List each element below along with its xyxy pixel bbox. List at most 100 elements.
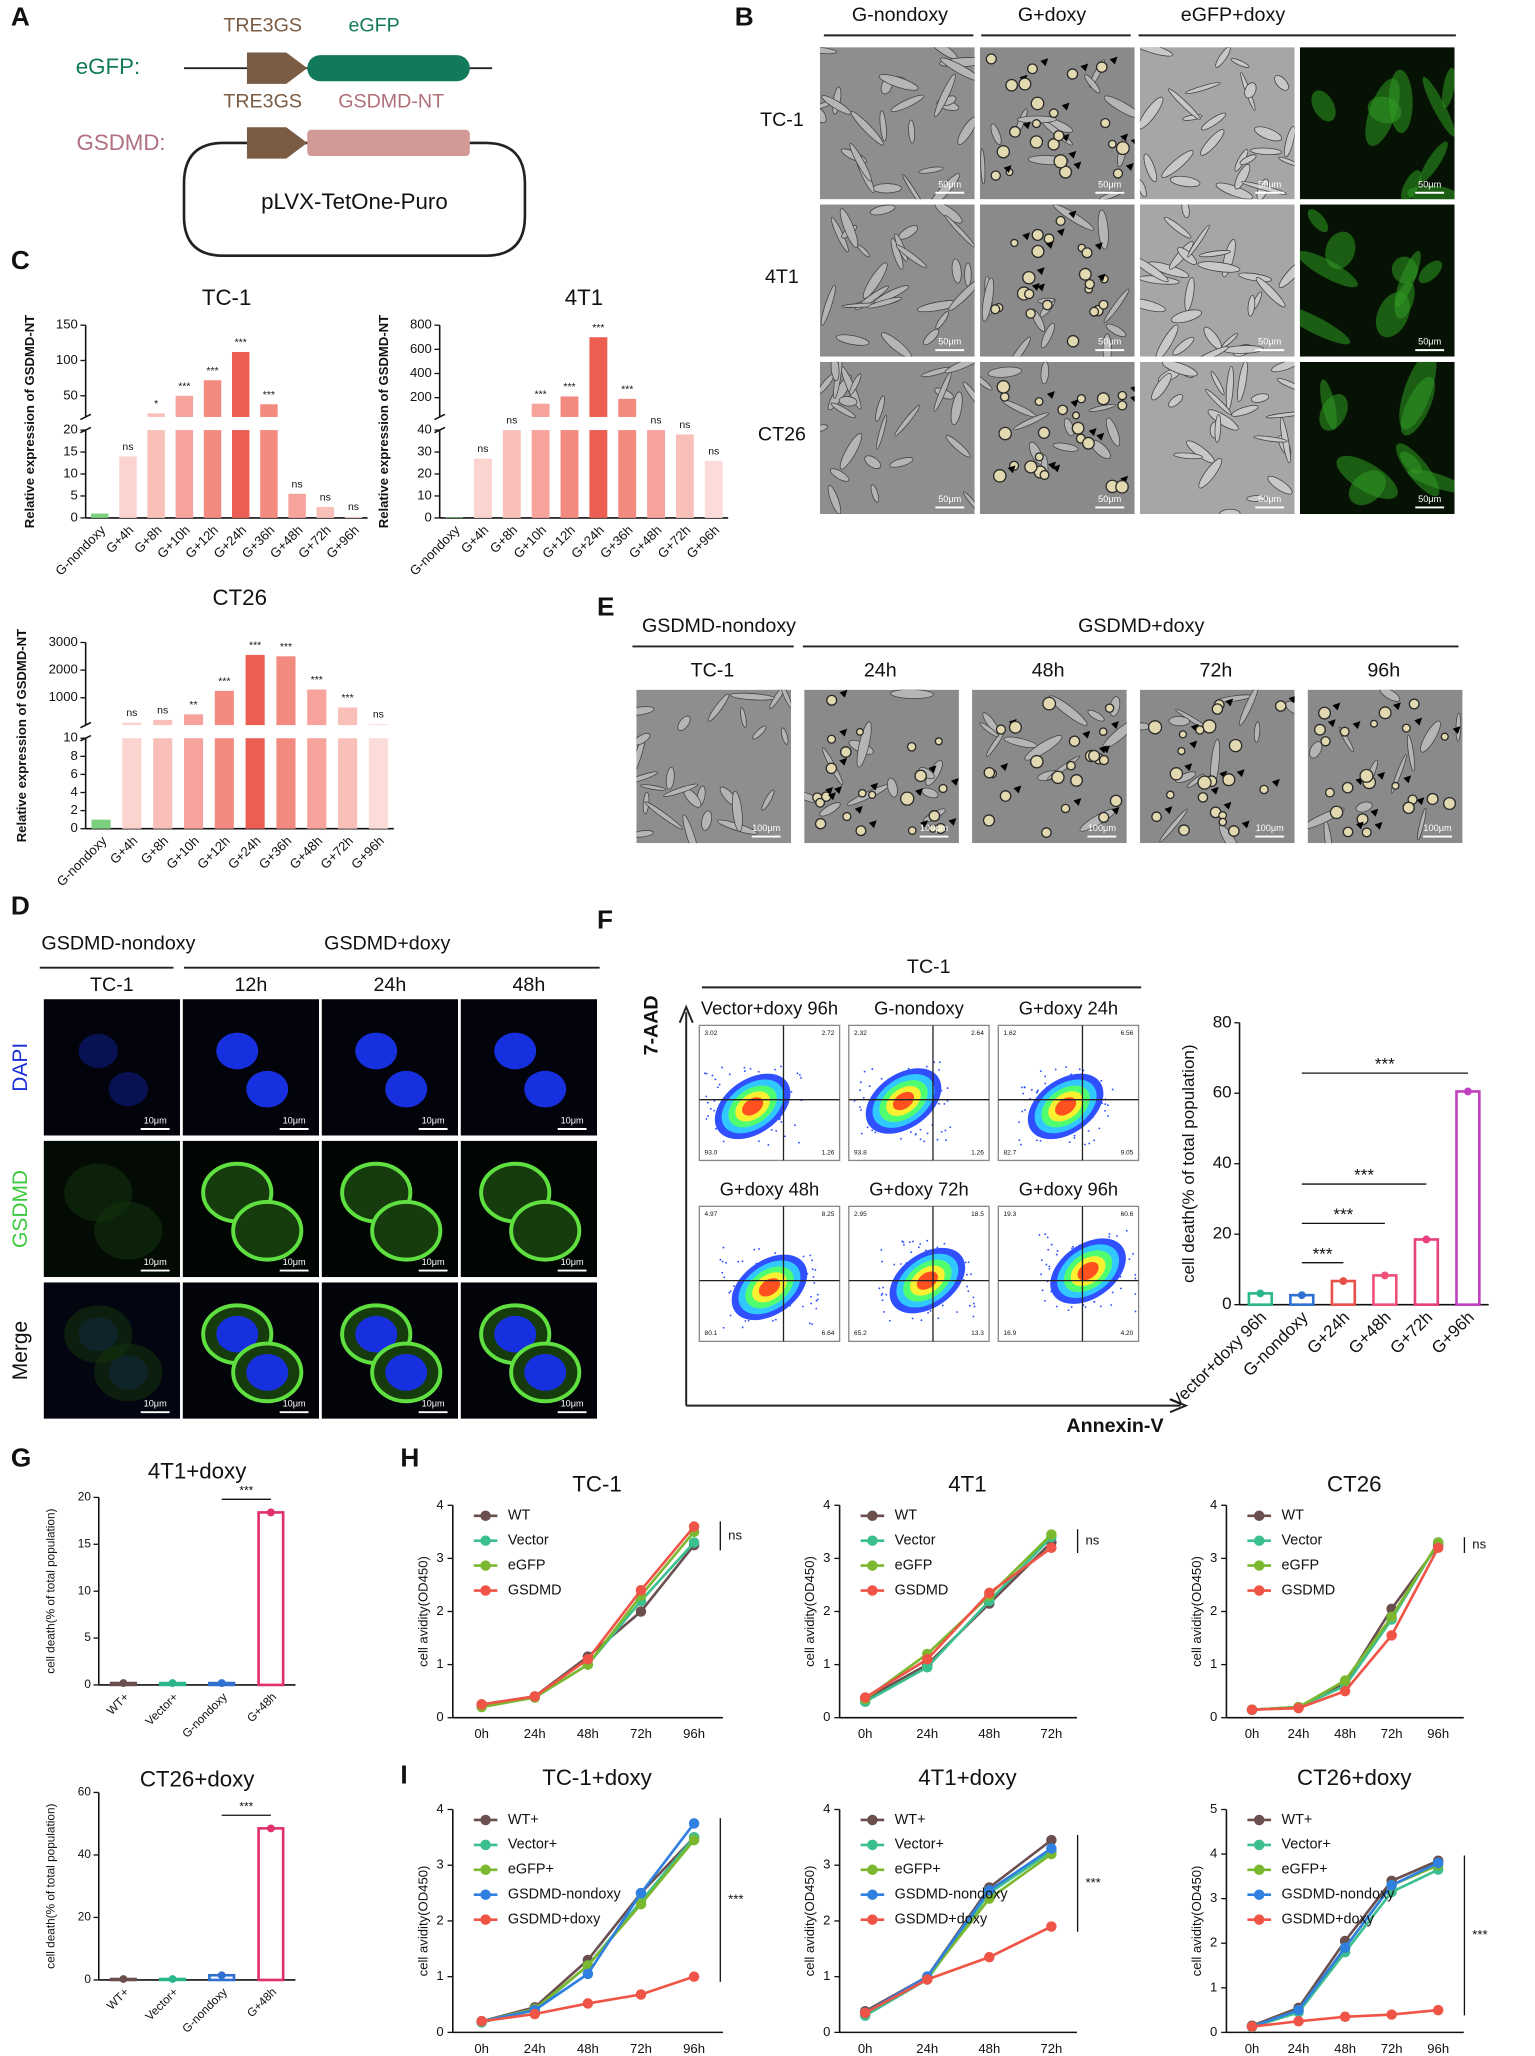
legend-marker [1253,1814,1265,1826]
scale-bar-label: 10μm [283,1399,306,1409]
x-tick-label: 48h [577,1726,599,1741]
legend-label: Vector [508,1533,549,1549]
point [635,1989,647,2000]
event [1035,1139,1038,1142]
cell [1407,734,1416,772]
round-cell [1178,730,1188,739]
y-tick-label: 20 [417,465,432,480]
bar [231,430,250,518]
point [688,1521,700,1532]
event [721,1260,724,1263]
event [747,1319,750,1322]
arrowhead [1393,702,1401,711]
legend-marker [480,1914,491,1925]
bar [647,430,665,518]
event [721,1271,724,1274]
round-cell [1030,96,1045,111]
legend-marker [480,1585,491,1596]
round-cell [1031,228,1044,242]
point [635,1606,647,1617]
round-cell [1070,774,1083,787]
plot-title: G+doxy 24h [1019,997,1118,1018]
round-cell [1342,826,1354,838]
bar [344,516,363,518]
cell [1210,370,1225,396]
significance: *** [263,390,275,401]
cell [1234,164,1251,190]
bar [260,404,278,417]
x-tick-label: G-nondoxy [52,522,108,578]
plot-title: G+doxy 96h [1019,1178,1118,1199]
event [968,1304,971,1307]
event [1073,1134,1076,1137]
scale-bar-label: 100μm [1088,823,1117,833]
cell [887,777,898,798]
cell [1215,47,1231,68]
event [737,1260,740,1263]
legend-label: Vector [1282,1533,1323,1549]
cell [940,57,975,82]
quadrant-value: 80.1 [705,1330,718,1337]
cell [1274,75,1289,91]
image-background [460,999,598,1136]
column-header: 24h [373,974,406,996]
round-cell [982,814,996,827]
bar [288,493,306,518]
round-cell [1222,773,1236,787]
column-header: 72h [1200,660,1233,682]
bar [203,380,222,417]
quadrant-value: 60.6 [1121,1211,1134,1218]
group-header: GSDMD-nondoxy [642,615,796,637]
round-cell [1147,720,1163,735]
round-cell [1259,784,1269,795]
event [911,1317,914,1320]
scale-bar-label: 10μm [422,1399,445,1409]
y-tick-label: 1 [823,1656,830,1671]
scale-bar-label: 50μm [938,494,961,504]
round-cell [1442,796,1457,811]
legend-label: eGFP [895,1557,933,1573]
y-axis-label: cell avidity(OD450) [415,1556,430,1667]
event [1050,1243,1053,1246]
legend-label: Vector+ [1282,1837,1331,1853]
plot-title: G-nondoxy [874,997,965,1018]
point [859,1692,871,1703]
cell [1204,388,1232,416]
round-cell [839,746,852,758]
legend-label: GSDMD+doxy [1282,1911,1375,1927]
arrowhead [1414,717,1423,726]
cell [1012,412,1049,431]
cell [964,262,972,287]
arrowhead [1056,228,1065,237]
micrograph [321,1282,459,1419]
significance: *** [235,338,247,349]
y-axis-label: Relative expression of GSDMD-NT [376,315,391,528]
x-tick-label: 0h [474,2041,489,2056]
event [858,1106,861,1108]
cell [1105,323,1127,338]
event [882,1286,885,1289]
bar-dot [266,1824,275,1833]
axis-break [80,413,92,421]
cell [1143,153,1158,183]
arrowhead [1003,165,1012,173]
column-header: 96h [1367,660,1400,682]
row-label: DAPI [9,1043,32,1092]
label: eGFP [348,14,399,36]
arrowhead [1377,771,1385,780]
legend-marker [1253,1510,1265,1522]
round-cell [1022,270,1036,285]
event [813,1281,816,1284]
arrowhead [1332,702,1341,711]
fluorescent-cell [1400,451,1422,474]
legend-label: WT+ [895,1812,926,1828]
round-cell [900,791,915,806]
bar [618,398,637,417]
event [909,1131,912,1134]
round-cell [1211,703,1224,715]
y-tick-label: 8 [70,748,77,763]
cell [1278,156,1295,167]
cell [918,166,944,174]
cell [636,732,651,746]
x-tick-label: G-nondoxy [54,833,110,889]
